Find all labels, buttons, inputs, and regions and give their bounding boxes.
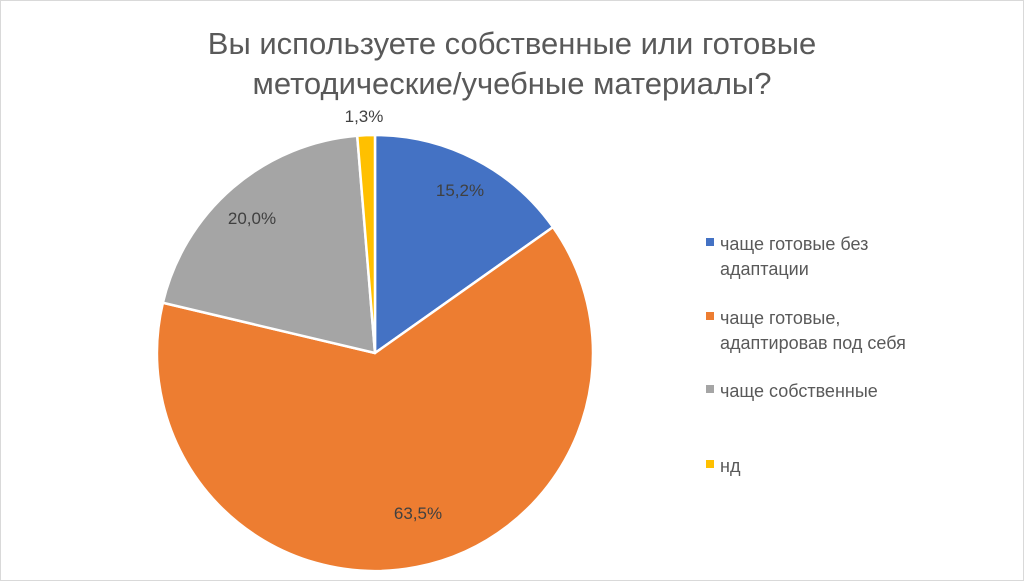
- slice-sobstvennye: [161, 134, 377, 355]
- pie-data-labels: 15,2% 63,5% 20,0% 1,3%: [228, 107, 484, 523]
- chart-title-line-1: Вы используете собственные или готовые: [207, 26, 817, 61]
- legend-label-0-line-1: чаще готовые без: [720, 234, 869, 254]
- legend-label-1: чаще готовые, адаптировав под себя: [720, 306, 1000, 356]
- slice-gotovye-adaptirovav: [155, 225, 595, 573]
- data-label-0: 15,2%: [436, 181, 484, 200]
- legend-swatch-2: [706, 385, 714, 393]
- legend-swatch-1: [706, 312, 714, 320]
- legend-label-2-line-1: чаще собственные: [720, 381, 878, 401]
- chart-title: Вы используете собственные или готовые м…: [0, 24, 1024, 104]
- data-label-1: 63,5%: [394, 504, 442, 523]
- legend-label-0: чаще готовые без адаптации: [720, 232, 1000, 282]
- legend-label-3: нд: [720, 454, 1000, 479]
- legend-label-1-line-1: чаще готовые,: [720, 308, 841, 328]
- slice-gotovye-bez-adaptacii: [373, 133, 555, 355]
- data-label-3: 1,3%: [345, 107, 384, 126]
- data-label-2: 20,0%: [228, 209, 276, 228]
- pie-slices: [155, 133, 595, 573]
- legend-label-0-line-2: адаптации: [720, 259, 809, 279]
- slice-nd: [355, 133, 377, 355]
- chart-title-line-2: методические/учебные материалы?: [252, 66, 772, 101]
- legend-label-2: чаще собственные: [720, 379, 1000, 404]
- legend-label-1-line-2: адаптировав под себя: [720, 333, 906, 353]
- legend-swatch-0: [706, 238, 714, 246]
- legend-swatch-3: [706, 460, 714, 468]
- legend-label-3-line-1: нд: [720, 456, 741, 476]
